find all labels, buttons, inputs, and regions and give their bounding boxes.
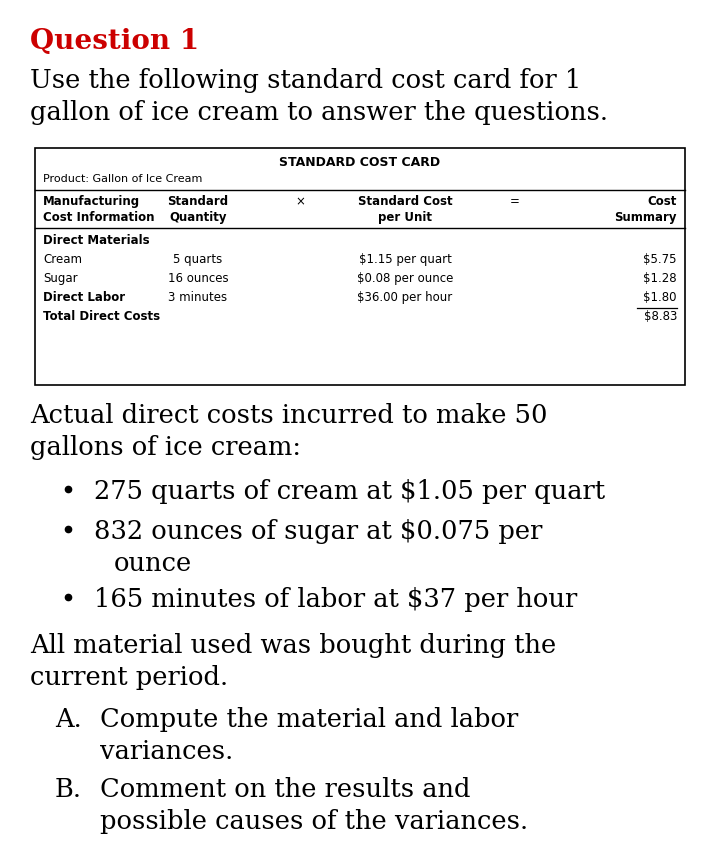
Text: gallon of ice cream to answer the questions.: gallon of ice cream to answer the questi…	[30, 100, 608, 125]
Text: Compute the material and labor: Compute the material and labor	[100, 707, 518, 732]
Text: Manufacturing
Cost Information: Manufacturing Cost Information	[43, 195, 155, 224]
Text: variances.: variances.	[100, 739, 233, 764]
Text: gallons of ice cream:: gallons of ice cream:	[30, 435, 301, 460]
Text: $5.75: $5.75	[644, 253, 677, 266]
Text: Use the following standard cost card for 1: Use the following standard cost card for…	[30, 68, 581, 93]
Text: Actual direct costs incurred to make 50: Actual direct costs incurred to make 50	[30, 403, 547, 428]
Text: 16 ounces: 16 ounces	[168, 272, 228, 285]
Text: ounce: ounce	[114, 551, 192, 576]
Text: $1.80: $1.80	[644, 291, 677, 304]
Text: All material used was bought during the: All material used was bought during the	[30, 633, 557, 658]
Text: Question 1: Question 1	[30, 28, 199, 55]
Text: 275 quarts of cream at $1.05 per quart: 275 quarts of cream at $1.05 per quart	[94, 479, 605, 504]
Text: STANDARD COST CARD: STANDARD COST CARD	[279, 156, 441, 169]
Text: Cream: Cream	[43, 253, 82, 266]
Text: 165 minutes of labor at $37 per hour: 165 minutes of labor at $37 per hour	[94, 587, 577, 612]
Text: Sugar: Sugar	[43, 272, 78, 285]
Text: Standard Cost
per Unit: Standard Cost per Unit	[358, 195, 452, 224]
Text: A.: A.	[55, 707, 82, 732]
Text: Standard
Quantity: Standard Quantity	[168, 195, 228, 224]
Text: Total Direct Costs: Total Direct Costs	[43, 310, 160, 323]
Text: $36.00 per hour: $36.00 per hour	[357, 291, 453, 304]
Text: Direct Labor: Direct Labor	[43, 291, 125, 304]
Text: $0.08 per ounce: $0.08 per ounce	[357, 272, 453, 285]
Text: current period.: current period.	[30, 665, 228, 690]
Text: possible causes of the variances.: possible causes of the variances.	[100, 809, 528, 834]
Text: $1.15 per quart: $1.15 per quart	[359, 253, 451, 266]
Text: 3 minutes: 3 minutes	[168, 291, 228, 304]
Bar	[35, 148, 685, 385]
Text: =: =	[510, 195, 520, 208]
Text: B.: B.	[55, 777, 82, 802]
Text: 832 ounces of sugar at $0.075 per: 832 ounces of sugar at $0.075 per	[94, 519, 542, 544]
Text: Cost
Summary: Cost Summary	[614, 195, 677, 224]
Text: Product: Gallon of Ice Cream: Product: Gallon of Ice Cream	[43, 174, 202, 184]
Text: $8.83: $8.83	[644, 310, 677, 323]
Text: 5 quarts: 5 quarts	[174, 253, 222, 266]
Text: Comment on the results and: Comment on the results and	[100, 777, 470, 802]
Text: ×: ×	[295, 195, 305, 208]
Text: Direct Materials: Direct Materials	[43, 234, 150, 247]
Text: $1.28: $1.28	[644, 272, 677, 285]
